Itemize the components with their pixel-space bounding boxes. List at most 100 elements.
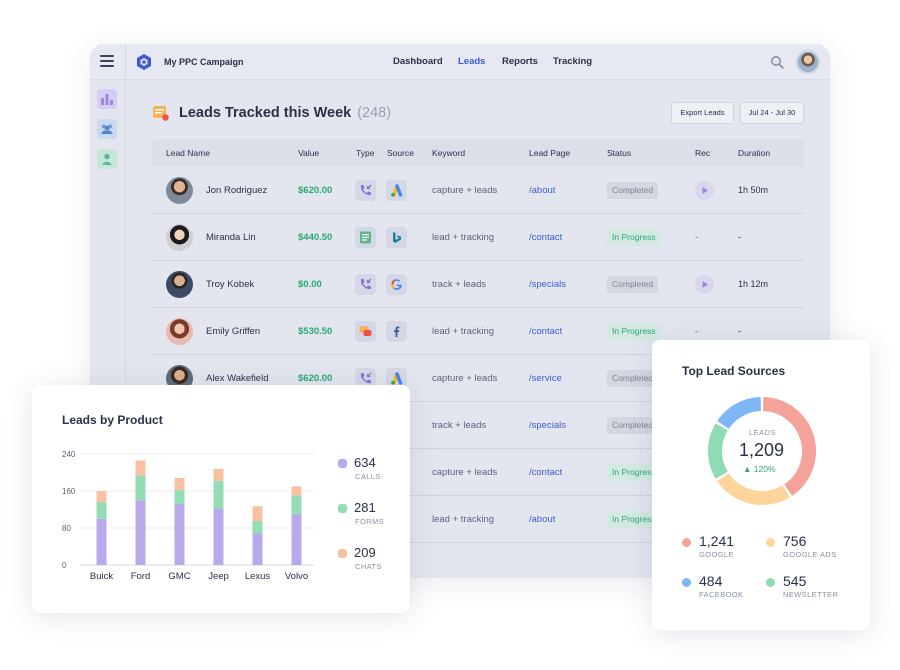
lead-value: $620.00 <box>298 373 333 384</box>
slice-google[interactable] <box>762 397 816 496</box>
nav-leads[interactable]: Leads <box>458 56 486 67</box>
lead-keyword: capture + leads <box>432 373 498 384</box>
nav-dashboard[interactable]: Dashboard <box>393 56 443 67</box>
hamburger-menu-icon[interactable] <box>100 55 114 67</box>
google-ads-icon <box>386 180 407 201</box>
slice-newsletter[interactable] <box>708 423 728 479</box>
sidebar-item-team[interactable] <box>97 119 117 139</box>
x-tick-label: GMC <box>168 571 190 582</box>
table-header: Lead Name Value Type Source Keyword Lead… <box>152 139 804 167</box>
search-icon[interactable] <box>770 55 784 69</box>
slice-google-ads[interactable] <box>717 473 790 505</box>
lead-avatar <box>166 271 193 298</box>
legend-label: FORMS <box>355 517 385 526</box>
legend-label: CALLS <box>355 472 381 481</box>
status-badge: Completed <box>607 370 659 387</box>
bar-chart: 0 80 160 240 Buick Ford GMC Jeep Lexus Volvo <box>62 450 314 582</box>
lead-name: Alex Wakefield <box>206 373 269 384</box>
nav-tracking[interactable]: Tracking <box>553 56 593 67</box>
x-tick-label: Buick <box>90 571 113 582</box>
bar-chats-buick[interactable] <box>96 491 107 503</box>
lead-page-link[interactable]: /about <box>529 514 556 525</box>
legend-swatch-facebook <box>682 578 691 587</box>
lead-page-link[interactable]: /contact <box>529 467 563 478</box>
table-row[interactable]: Jon Rodriguez $620.00 capture + leads/abou… <box>152 167 804 214</box>
table-row[interactable]: lead + tracking/about In Progress <box>152 496 804 543</box>
sidebar-item-contacts[interactable] <box>97 149 117 169</box>
lead-keyword: track + leads <box>432 420 487 431</box>
col-rec[interactable]: Rec <box>695 148 711 158</box>
bar-calls-ford[interactable] <box>135 500 146 565</box>
bar-chats-gmc[interactable] <box>174 478 185 491</box>
lead-page-link[interactable]: /contact <box>529 232 563 243</box>
table-row[interactable]: Miranda Lin $440.50 lead + tracking/contac… <box>152 214 804 261</box>
y-tick-label: 160 <box>62 487 76 496</box>
bar-calls-jeep[interactable] <box>213 508 224 565</box>
bar-forms-buick[interactable] <box>96 502 107 519</box>
col-lead-name[interactable]: Lead Name <box>166 148 210 158</box>
sidebar-item-reports[interactable] <box>97 89 117 109</box>
col-type[interactable]: Type <box>356 148 375 158</box>
col-duration[interactable]: Duration <box>738 148 771 158</box>
no-recording: - <box>695 232 698 242</box>
play-recording-button[interactable] <box>695 181 714 200</box>
user-avatar[interactable] <box>796 50 820 74</box>
export-leads-button[interactable]: Export Leads <box>671 102 734 124</box>
table-row[interactable]: Emily Griffen $530.50 lead + tracking/cont… <box>152 308 804 355</box>
bar-forms-gmc[interactable] <box>174 490 185 504</box>
bar-calls-gmc[interactable] <box>174 503 185 565</box>
bar-chats-jeep[interactable] <box>213 468 224 481</box>
lead-page-link[interactable]: /contact <box>529 326 563 337</box>
lead-page-link[interactable]: /specials <box>529 420 566 431</box>
lead-keyword: lead + tracking <box>432 326 495 337</box>
bar-forms-ford[interactable] <box>135 475 146 501</box>
col-status[interactable]: Status <box>607 148 632 158</box>
table-row[interactable]: capture + leads/contact In Progress <box>152 449 804 496</box>
bar-calls-lexus[interactable] <box>252 534 263 565</box>
col-keyword[interactable]: Keyword <box>432 148 466 158</box>
bar-forms-jeep[interactable] <box>213 480 224 509</box>
table-row[interactable]: track + leads/specials Completed <box>152 402 804 449</box>
status-badge: Completed <box>607 276 659 293</box>
play-recording-button[interactable] <box>695 275 714 294</box>
slice-facebook[interactable] <box>717 397 762 430</box>
lead-value: $0.00 <box>298 279 322 290</box>
date-range-button[interactable]: Jul 24 - Jul 30 <box>740 102 804 124</box>
y-tick-label: 80 <box>62 524 71 533</box>
legend-value: 1,241 <box>699 533 735 549</box>
lead-page-link[interactable]: /specials <box>529 279 566 290</box>
lead-keyword: lead + tracking <box>432 514 495 525</box>
table-row[interactable]: Alex Wakefield $620.00 capture + leads/ser… <box>152 355 804 402</box>
bing-icon <box>386 227 407 248</box>
col-lead-page[interactable]: Lead Page <box>529 148 571 158</box>
user-icon <box>102 153 112 165</box>
facebook-icon <box>386 321 407 342</box>
table-row[interactable]: Troy Kobek $0.00 track + leads/specials Com… <box>152 261 804 308</box>
bar-chats-ford[interactable] <box>135 460 146 476</box>
legend-value: 545 <box>783 573 807 589</box>
bar-chats-volvo[interactable] <box>291 486 302 496</box>
legend-label: NEWSLETTER <box>783 590 839 599</box>
call-duration: - <box>738 232 741 242</box>
col-value[interactable]: Value <box>298 148 320 158</box>
google-ads-icon <box>386 368 407 389</box>
legend-swatch-google <box>682 538 691 547</box>
lead-page-link[interactable]: /about <box>529 185 556 196</box>
legend-label: CHATS <box>355 562 382 571</box>
col-source[interactable]: Source <box>387 148 414 158</box>
app-logo-icon <box>137 54 151 70</box>
lead-avatar <box>166 224 193 251</box>
bar-forms-lexus[interactable] <box>252 521 263 535</box>
lead-avatar <box>166 318 193 345</box>
bar-calls-buick[interactable] <box>96 518 107 565</box>
donut-center-label: LEADS <box>749 428 777 437</box>
legend-swatch-calls <box>338 459 347 468</box>
lead-page-link[interactable]: /service <box>529 373 562 384</box>
bar-calls-volvo[interactable] <box>291 514 302 565</box>
bar-forms-volvo[interactable] <box>291 495 302 515</box>
nav-reports[interactable]: Reports <box>502 56 538 67</box>
legend-label: GOOGLE <box>699 550 734 559</box>
legend-label: GOOGLE ADS <box>783 550 837 559</box>
bar-chats-lexus[interactable] <box>252 506 263 522</box>
lead-name: Jon Rodriguez <box>206 185 268 196</box>
